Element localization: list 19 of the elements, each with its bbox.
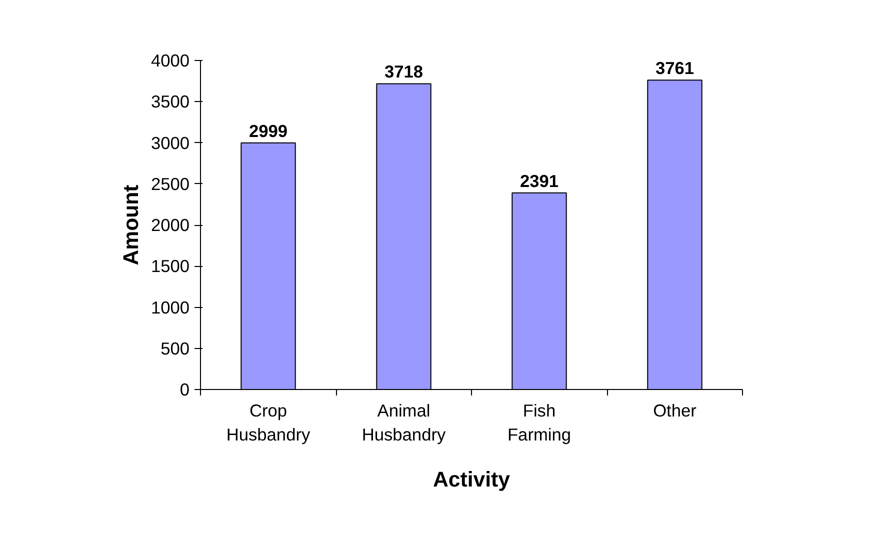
x-tick-label: Fish Farming [507, 400, 572, 444]
y-tick-label: 4000 [150, 50, 190, 70]
y-axis-title: Amount [118, 184, 143, 266]
data-label: 3718 [384, 62, 424, 82]
y-tick-label: 2000 [150, 215, 190, 235]
y-tick-label: 3500 [150, 92, 190, 112]
y-tick-label: 0 [180, 380, 190, 400]
y-tick-label: 2500 [150, 174, 190, 194]
y-tick-label: 500 [160, 338, 190, 358]
data-label: 2391 [520, 170, 559, 191]
x-axis-title: Activity [432, 468, 510, 492]
y-tick-label: 1500 [150, 256, 190, 276]
x-tick-label: Crop Husbandry [226, 400, 310, 444]
x-tick-label: Other [653, 400, 697, 420]
data-label: 3761 [655, 58, 694, 78]
x-tick-label: Animal Husbandry [362, 400, 446, 444]
y-tick-label: 3000 [150, 132, 190, 153]
data-label: 2999 [248, 120, 288, 141]
y-tick-label: 1000 [150, 297, 190, 318]
